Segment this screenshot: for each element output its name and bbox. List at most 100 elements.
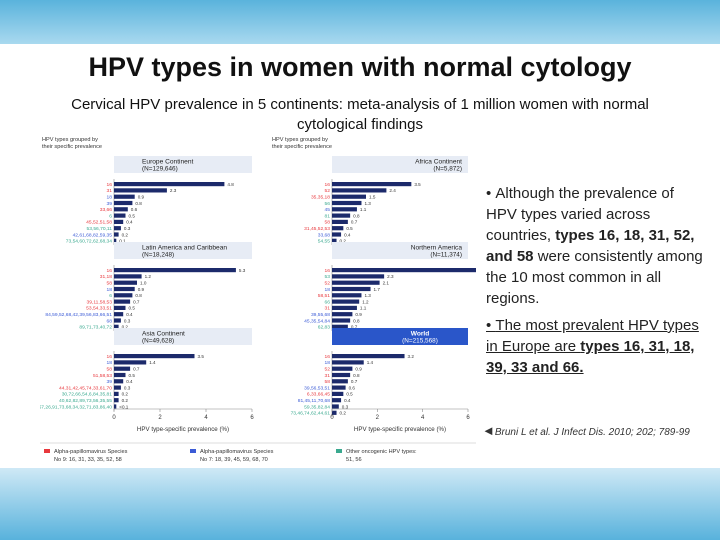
bar-value-2-6: 0.5 (129, 306, 136, 311)
bar-0-7 (114, 226, 121, 231)
citation-text: Bruni L et al. J Infect Dis. 2010; 202; … (494, 427, 690, 438)
bar-category-5-5: 39,56,53,51 (304, 385, 330, 391)
bar-category-0-9: 73,54,60,72,62,68,34 (66, 239, 113, 245)
bar-value-4-1: 1.4 (149, 360, 156, 365)
bar-value-0-7: 0.3 (124, 226, 131, 231)
bar-category-2-1: 31,18 (100, 274, 113, 280)
bar-value-4-2: 0.7 (133, 367, 140, 372)
bar-category-1-9: 54,55 (318, 239, 331, 245)
bar-value-2-0: 5.3 (239, 268, 246, 273)
bar-5-5 (332, 385, 346, 390)
bar-category-4-5: 44,31,42,45,74,33,61,70 (59, 385, 112, 391)
bar-0-8 (114, 232, 119, 237)
bar-value-5-5: 0.6 (349, 385, 356, 390)
bar-4-2 (114, 366, 131, 371)
panel-header-3 (332, 242, 468, 259)
panel-header-2 (114, 242, 252, 259)
bar-1-9 (332, 238, 337, 243)
bar-value-1-5: 0.8 (353, 213, 360, 218)
bar-value-5-3: 0.8 (353, 373, 360, 378)
bar-category-1-8: 33,68 (318, 232, 331, 238)
bar-4-8 (114, 404, 117, 409)
bar-category-3-7: 39,55,68 (311, 312, 330, 318)
bar-value-2-8: 0.3 (124, 318, 131, 323)
bar-3-5 (332, 299, 360, 304)
bullet-2-strong: types 16, 31, 18, 39, 33 and 66. (486, 338, 695, 376)
panel-n-0: (N=129,646) (142, 166, 178, 173)
bar-value-3-4: 1.3 (364, 293, 371, 298)
bar-value-4-6: 0.2 (122, 392, 129, 397)
bar-category-4-3: 51,58,53 (93, 373, 112, 379)
bar-value-4-4: 0.4 (126, 379, 133, 384)
bar-1-2 (332, 194, 366, 199)
panel-title-4: Asia Continent (142, 331, 185, 338)
header-label-0-0: HPV types grouped by (42, 137, 98, 143)
x-tick-label-0-0: 0 (112, 415, 116, 421)
bar-0-3 (114, 200, 133, 206)
bar-2-0 (114, 268, 236, 273)
legend-detail-2: 51, 56 (346, 457, 362, 463)
bar-value-1-1: 2.4 (389, 188, 396, 193)
x-tick-label-0-1: 2 (158, 415, 162, 421)
bar-0-5 (114, 213, 126, 218)
bar-category-4-0: 16 (107, 354, 113, 360)
bar-category-5-9: 73,46,74,62,44,61 (291, 411, 331, 417)
legend-swatch-2 (336, 449, 342, 453)
bar-value-5-6: 0.5 (346, 392, 353, 397)
bar-value-0-6: 0.4 (126, 220, 133, 225)
bar-value-5-1: 1.4 (367, 360, 374, 365)
bar-value-2-1: 1.2 (145, 274, 152, 279)
bar-value-5-9: 0.2 (340, 411, 347, 416)
bar-category-5-8: 59,35,82,84 (304, 404, 330, 410)
bar-category-2-8: 68 (107, 318, 113, 324)
panel-title-2: Latin America and Caribbean (142, 245, 227, 252)
bar-value-1-4: 1.1 (360, 207, 367, 212)
bar-category-5-2: 52 (325, 367, 331, 373)
bar-3-6 (332, 305, 357, 310)
bar-category-3-6: 31 (325, 306, 331, 312)
bar-value-2-9: 0.2 (122, 325, 129, 330)
bar-value-1-7: 0.5 (346, 226, 353, 231)
bar-value-0-9: 0.1 (119, 239, 126, 244)
panel-header-0 (114, 156, 252, 173)
bar-value-3-5: 1.2 (362, 299, 369, 304)
panel-n-1: (N=5,872) (433, 166, 462, 173)
header-label-1-1: their specific prevalence (272, 144, 332, 150)
x-tick-label-1-3: 6 (466, 415, 470, 421)
bullet-2-pre: The most prevalent HPV types in Europe a… (486, 317, 699, 355)
x-tick-label-0-2: 4 (204, 415, 208, 421)
x-tick-label-1-1: 2 (376, 415, 380, 421)
bar-2-4 (114, 293, 133, 298)
bar-value-2-4: 0.8 (135, 293, 142, 298)
bar-value-0-8: 0.2 (122, 232, 129, 237)
bar-category-1-6: 58 (325, 220, 331, 226)
header-label-0-1: their specific prevalence (42, 144, 102, 150)
bar-value-3-3: 1.7 (374, 287, 381, 292)
bar-0-2 (114, 194, 135, 199)
bar-category-4-7: 40,62,82,89,73,56,35,55 (59, 398, 112, 404)
bar-category-3-4: 58,51 (318, 293, 331, 299)
bar-value-4-0: 3.5 (198, 354, 205, 359)
legend-name-0: Alpha-papillomavirus Species (54, 449, 128, 455)
bar-category-2-7: 84,59,52,68,42,39,56,83,66,51 (45, 312, 112, 318)
bar-value-2-2: 1.0 (140, 281, 147, 286)
bar-category-4-8: 57,26,91,73,68,34,32,71,83,86,40 (40, 404, 112, 410)
bar-1-7 (332, 226, 344, 231)
bar-value-1-3: 1.3 (364, 201, 371, 206)
bar-1-6 (332, 219, 348, 224)
bar-category-3-5: 66 (325, 299, 331, 305)
panel-header-4 (114, 328, 252, 345)
bar-value-0-1: 2.3 (170, 188, 177, 193)
bar-category-3-2: 52 (325, 281, 331, 287)
bar-value-2-7: 0.4 (126, 312, 133, 317)
bar-value-0-2: 0.9 (138, 195, 145, 200)
citation: ◄Bruni L et al. J Infect Dis. 2010; 202;… (482, 423, 690, 438)
legend-name-2: Other oncogenic HPV types: (346, 449, 417, 455)
bar-3-1 (332, 274, 385, 279)
bar-category-3-8: 45,35,54,84 (304, 318, 330, 324)
bar-category-5-4: 58 (325, 379, 331, 385)
bar-0-0 (114, 182, 225, 187)
bar-category-0-8: 42,61,68,82,59,35 (73, 232, 113, 238)
bar-2-3 (114, 286, 135, 292)
bar-value-3-7: 0.9 (355, 312, 362, 317)
